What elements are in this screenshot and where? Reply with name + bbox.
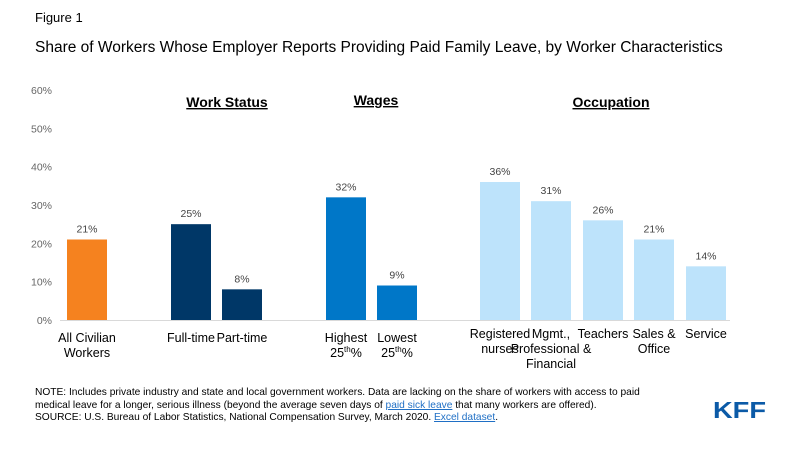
y-tick-label: 20% (31, 238, 52, 250)
bar-value-label: 36% (489, 166, 510, 178)
category-label: Teachers (578, 327, 629, 341)
y-tick-label: 10% (31, 277, 52, 289)
bar-value-label: 21% (76, 224, 97, 236)
bar-value-label: 9% (389, 270, 404, 282)
paid-sick-leave-link[interactable]: paid sick leave (385, 399, 453, 411)
bar-value-label: 32% (335, 181, 356, 193)
excel-dataset-link[interactable]: Excel dataset (434, 412, 496, 424)
category-label: Registered nurses (470, 327, 530, 356)
source-text: SOURCE: U.S. Bureau of Labor Statistics,… (35, 412, 435, 424)
note-text: NOTE: Includes private industry and stat… (35, 387, 640, 411)
group-header: Wages (354, 92, 399, 108)
bar-value-label: 14% (695, 250, 716, 262)
note-text-end: that many workers are offered). (452, 399, 597, 411)
bar (326, 197, 366, 320)
group-header: Work Status (186, 94, 268, 110)
category-label: Part-time (217, 331, 268, 345)
y-tick-label: 50% (31, 123, 52, 135)
bar-chart: 0% 10% 20% 30% 40% 50% 60% Work Status Wages Occu… (31, 85, 730, 371)
chart-note: NOTE: Includes private industry and stat… (35, 387, 675, 425)
bar (583, 220, 623, 320)
bar-value-label: 26% (592, 204, 613, 216)
y-tick-label: 40% (31, 162, 52, 174)
category-label: Lowest 25th% (377, 331, 417, 360)
bar (67, 239, 107, 320)
bar (222, 289, 262, 320)
kff-logo: KFF (713, 399, 766, 420)
y-tick-label: 60% (31, 85, 52, 97)
logo-text: KFF (713, 399, 766, 420)
bar (480, 182, 520, 320)
category-label: Full-time (167, 331, 215, 345)
group-header: Occupation (572, 94, 649, 110)
source-text-end: . (495, 412, 499, 424)
category-label: All Civilian Workers (58, 331, 116, 360)
bar (171, 224, 211, 320)
category-label: Mgmt., Professional & Financial (511, 327, 592, 371)
figure-label: Figure 1 (35, 10, 83, 25)
category-label: Sales & Office (632, 327, 676, 356)
chart-title: Share of Workers Whose Employer Reports … (35, 39, 723, 56)
y-tick-label: 30% (31, 200, 52, 212)
category-label: Highest 25th% (325, 331, 368, 360)
bar (377, 285, 417, 320)
bar (634, 239, 674, 320)
bar-value-label: 25% (180, 208, 201, 220)
bar (531, 201, 571, 320)
y-tick-label: 0% (37, 315, 52, 327)
category-label: Service (685, 327, 727, 341)
bar-value-label: 21% (643, 224, 664, 236)
bar (686, 266, 726, 320)
bar-value-label: 8% (234, 273, 249, 285)
bar-value-label: 31% (540, 185, 561, 197)
